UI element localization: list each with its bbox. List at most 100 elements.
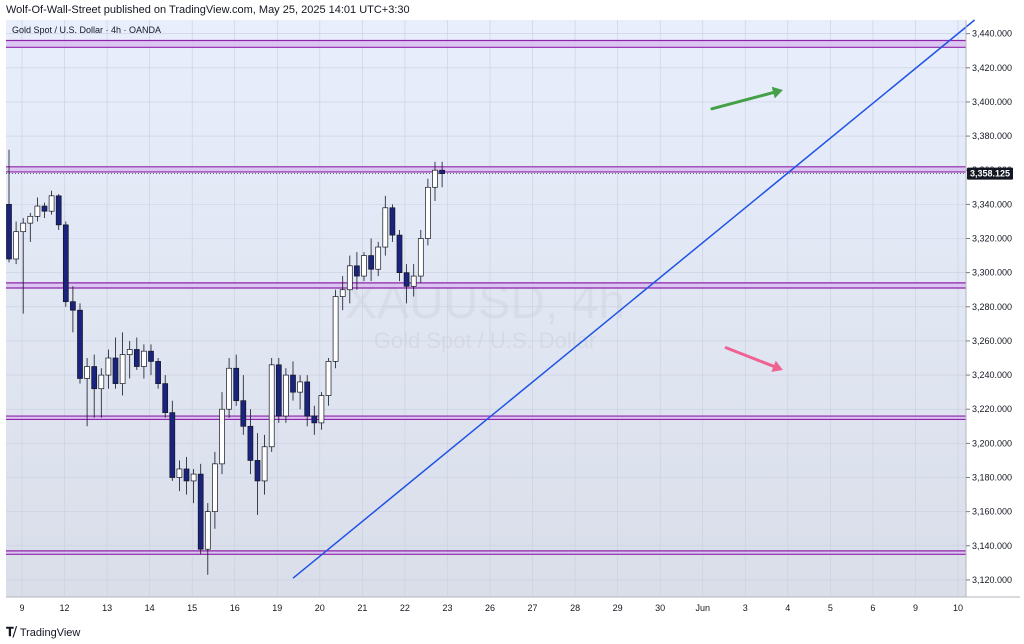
candle-body bbox=[290, 374, 296, 393]
price-tick-label: 3,380.000 bbox=[972, 131, 1012, 141]
candle-body bbox=[6, 204, 12, 260]
candle bbox=[368, 238, 374, 282]
candle-body bbox=[183, 468, 190, 482]
candle bbox=[27, 212, 34, 242]
time-axis[interactable]: 9 12 13 14 15 16 19 20 21 22 23 26 27 28 29 30 Jun 3 4 5 6 9 1… bbox=[19, 603, 963, 613]
time-tick-label: 26 bbox=[485, 603, 495, 613]
candle-body bbox=[403, 272, 410, 287]
candle-body bbox=[55, 195, 62, 226]
candle bbox=[432, 161, 438, 201]
candle-body bbox=[396, 234, 403, 274]
time-tick-label: 6 bbox=[870, 603, 875, 613]
candle bbox=[268, 358, 275, 452]
candle-body bbox=[410, 275, 417, 287]
candle-body bbox=[368, 255, 374, 270]
arrow-shaft bbox=[710, 91, 775, 111]
time-tick-label: 27 bbox=[528, 603, 538, 613]
time-tick-label: 30 bbox=[655, 603, 665, 613]
candle bbox=[133, 337, 140, 370]
candle bbox=[91, 354, 98, 418]
candle-body bbox=[233, 367, 240, 402]
time-tick-label: 3 bbox=[743, 603, 748, 613]
candle-body bbox=[70, 301, 76, 311]
time-tick-label: 12 bbox=[60, 603, 70, 613]
candle-body bbox=[297, 381, 303, 393]
time-tick-label: 14 bbox=[145, 603, 155, 613]
candle-body bbox=[197, 473, 204, 550]
price-tick-label: 3,340.000 bbox=[972, 199, 1012, 209]
candle bbox=[84, 358, 90, 427]
zone-fill bbox=[6, 166, 966, 172]
candle-body bbox=[176, 468, 183, 478]
price-tick-label: 3,160.000 bbox=[972, 507, 1012, 517]
time-tick-label: 28 bbox=[570, 603, 580, 613]
candle bbox=[261, 434, 268, 495]
candle-body bbox=[439, 169, 445, 174]
candle bbox=[105, 349, 112, 389]
candle-body bbox=[148, 350, 154, 362]
candle bbox=[77, 303, 83, 384]
candle-body bbox=[77, 309, 83, 379]
candle bbox=[48, 190, 55, 215]
candle bbox=[275, 358, 282, 423]
candle-body bbox=[34, 205, 41, 217]
candle-body bbox=[169, 412, 176, 478]
candle-body bbox=[268, 364, 275, 448]
price-tick-label: 3,300.000 bbox=[972, 268, 1012, 278]
candle-body bbox=[98, 374, 105, 390]
candle bbox=[382, 195, 389, 256]
candle-body bbox=[219, 408, 225, 465]
zone-fill bbox=[6, 550, 966, 555]
candle bbox=[190, 468, 197, 504]
zone-fill bbox=[6, 416, 966, 420]
candle-body bbox=[417, 238, 424, 277]
time-tick-label: 9 bbox=[19, 603, 24, 613]
candle bbox=[254, 433, 261, 516]
candle bbox=[410, 264, 417, 297]
candle-body bbox=[91, 366, 98, 390]
candle bbox=[55, 194, 62, 230]
last-price-badge: 3,358.125 bbox=[967, 167, 1013, 180]
publish-info: Wolf-Of-Wall-Street published on Trading… bbox=[6, 4, 410, 16]
candle-body bbox=[283, 374, 289, 417]
arrow-head bbox=[771, 360, 783, 372]
candle bbox=[283, 368, 289, 423]
arrow-shaft bbox=[724, 346, 776, 368]
candle-body bbox=[261, 446, 268, 482]
candle bbox=[155, 358, 161, 389]
price-tick-label: 3,420.000 bbox=[972, 63, 1012, 73]
candle-body bbox=[389, 207, 396, 236]
candle bbox=[325, 358, 332, 406]
time-tick-label: 10 bbox=[953, 603, 963, 613]
candle bbox=[162, 375, 169, 418]
candle-body bbox=[190, 473, 197, 482]
price-axis[interactable]: 3,120.000 3,140.000 3,160.000 3,180.000 3,20… bbox=[966, 29, 1012, 585]
time-tick-label: 15 bbox=[187, 603, 197, 613]
candle bbox=[332, 289, 339, 369]
candles bbox=[6, 149, 445, 575]
price-tick-label: 3,440.000 bbox=[972, 29, 1012, 39]
candle bbox=[34, 197, 41, 222]
candle-body bbox=[13, 231, 19, 260]
candle-body bbox=[382, 207, 389, 248]
candle bbox=[119, 332, 126, 396]
candle bbox=[41, 202, 48, 219]
candle-body bbox=[311, 415, 318, 424]
candle-body bbox=[254, 460, 261, 482]
candle-body bbox=[155, 361, 161, 384]
candle bbox=[354, 252, 360, 290]
candle bbox=[212, 451, 218, 529]
candle bbox=[204, 503, 211, 575]
trendline[interactable] bbox=[292, 19, 976, 579]
candle-body bbox=[325, 361, 332, 396]
candle-body bbox=[318, 395, 325, 424]
candle-body bbox=[275, 364, 282, 417]
candle-body bbox=[240, 400, 247, 427]
brand-label: TradingView bbox=[19, 626, 81, 639]
candle bbox=[439, 161, 445, 188]
candle bbox=[13, 221, 19, 265]
candle-body bbox=[212, 463, 218, 512]
time-tick-label: 21 bbox=[357, 603, 367, 613]
time-tick-label: 29 bbox=[613, 603, 623, 613]
